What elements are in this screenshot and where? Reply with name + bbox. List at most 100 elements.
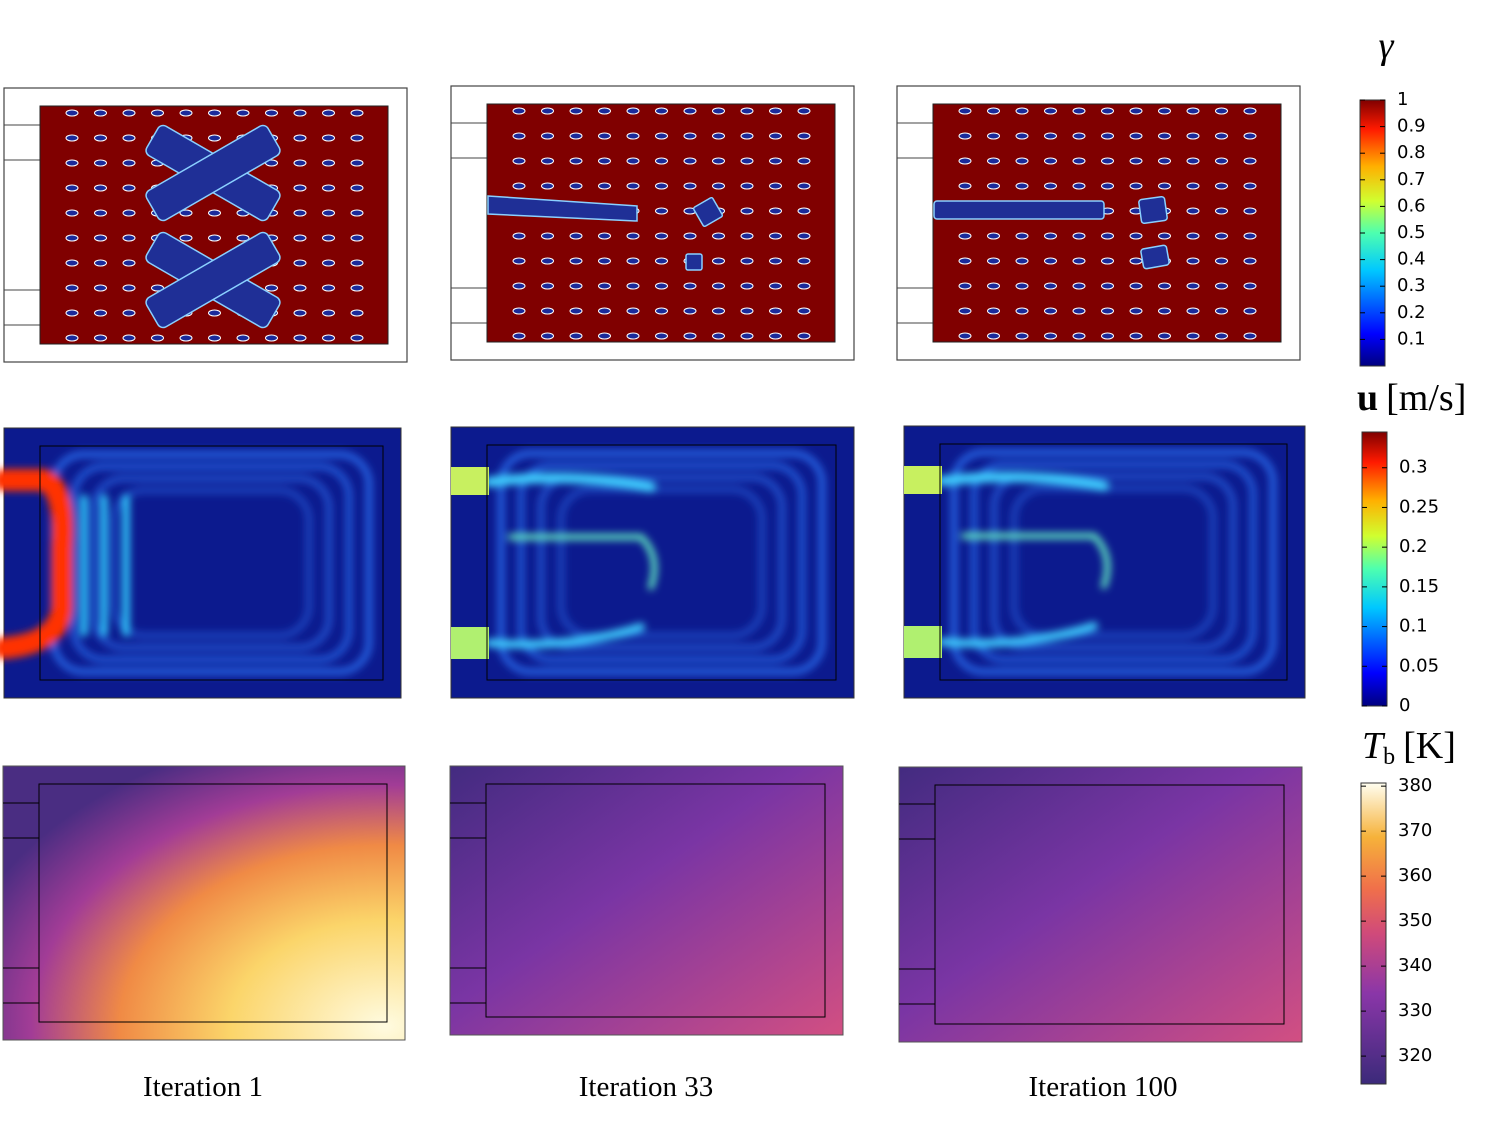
pin-fin xyxy=(1072,307,1086,315)
pin-fin xyxy=(987,307,1000,315)
pin-fin xyxy=(626,307,640,315)
pin-fin xyxy=(958,182,972,190)
pin-fin xyxy=(1186,257,1200,265)
colorbar-tick-label: 0.9 xyxy=(1397,116,1426,137)
pin-fin xyxy=(987,282,1000,290)
pin-fin xyxy=(655,182,668,190)
pin-fin xyxy=(1243,257,1257,265)
pin-fin xyxy=(683,307,697,315)
pin-fin xyxy=(236,109,250,117)
pin-fin xyxy=(1186,332,1200,340)
pin-fin xyxy=(94,209,107,217)
colorbar-tick-label: 1 xyxy=(1397,89,1408,110)
colorbar-title: Tb [K] xyxy=(1362,725,1456,770)
temperature-field xyxy=(898,766,1303,1043)
colorbar: 0.3 0.25 0.2 0.15 0.1 0.05 0 u [m/s] xyxy=(1357,377,1466,716)
solid-region xyxy=(486,103,836,343)
pin-fin xyxy=(987,332,1000,340)
pin-fin xyxy=(293,109,307,117)
pin-fin xyxy=(712,157,725,165)
pin-fin xyxy=(512,232,526,240)
pin-fin xyxy=(569,107,583,115)
pin-fin xyxy=(350,209,364,217)
pin-fin xyxy=(958,132,972,140)
pin-fin xyxy=(94,159,107,167)
pin-fin xyxy=(1243,332,1257,340)
pin-fin xyxy=(151,109,164,117)
pin-fin xyxy=(712,232,725,240)
pin-fin xyxy=(1101,257,1114,265)
pin-fin xyxy=(541,307,554,315)
pin-fin xyxy=(1186,232,1200,240)
pin-fin xyxy=(1015,307,1029,315)
pin-fin xyxy=(1015,157,1029,165)
pin-fin xyxy=(958,107,972,115)
pin-fin xyxy=(1158,282,1171,290)
pin-fin xyxy=(769,282,782,290)
pin-fin xyxy=(569,132,583,140)
pin-fin xyxy=(1186,207,1200,215)
pin-fin xyxy=(1101,307,1114,315)
pin-fin xyxy=(293,234,307,242)
flow-streak xyxy=(961,533,1111,589)
pin-fin xyxy=(1072,107,1086,115)
velocity-panel xyxy=(450,426,855,699)
pin-fin xyxy=(740,282,754,290)
pin-fin xyxy=(1101,157,1114,165)
pin-fin xyxy=(1015,257,1029,265)
inlet-flow xyxy=(451,627,489,659)
pin-fin xyxy=(94,234,107,242)
pin-fin xyxy=(541,257,554,265)
pin-fin xyxy=(797,107,811,115)
pin-fin xyxy=(322,159,335,167)
pin-fin xyxy=(683,107,697,115)
pin-fin xyxy=(208,234,221,242)
pin-fin xyxy=(987,182,1000,190)
fluid-channel xyxy=(145,231,281,329)
flow-streak xyxy=(537,473,786,652)
pin-fin xyxy=(65,309,79,317)
inlet-flow xyxy=(904,466,942,494)
colorbar-title: u [m/s] xyxy=(1357,377,1466,419)
pin-fin xyxy=(541,132,554,140)
colorbar-tick-label: 0.5 xyxy=(1397,222,1426,243)
flow-streak xyxy=(1010,484,1217,640)
pin-fin xyxy=(122,234,136,242)
pin-fin xyxy=(208,109,221,117)
temperature-panel xyxy=(898,766,1303,1043)
pin-fin xyxy=(1186,182,1200,190)
domain-outline xyxy=(39,445,384,681)
domain-outline xyxy=(485,783,826,1018)
pin-fin xyxy=(1044,182,1057,190)
column-labels: Iteration 1 Iteration 33 Iteration 100 xyxy=(143,1071,1177,1103)
pin-fin xyxy=(769,157,782,165)
pin-fin xyxy=(322,309,335,317)
flow-streak xyxy=(517,461,806,664)
flow-streak xyxy=(990,472,1237,652)
colorbar-tick-label: 0.4 xyxy=(1397,249,1426,270)
pin-fin xyxy=(541,282,554,290)
colorbar-tick-label: 0.2 xyxy=(1397,302,1426,323)
pin-fin xyxy=(293,309,307,317)
pin-fin xyxy=(797,307,811,315)
pin-fin xyxy=(740,257,754,265)
pin-fin xyxy=(569,232,583,240)
pin-fin xyxy=(712,282,725,290)
pin-fin xyxy=(1243,157,1257,165)
pin-fin xyxy=(655,232,668,240)
pin-fin xyxy=(655,132,668,140)
pin-fin xyxy=(626,132,640,140)
colorbar-tick-label: 0.1 xyxy=(1397,328,1426,349)
pin-fin xyxy=(740,182,754,190)
pin-fin xyxy=(1044,107,1057,115)
flow-streak xyxy=(110,486,313,640)
pin-fin xyxy=(122,309,136,317)
colorbar-tick-label: 350 xyxy=(1398,910,1432,931)
pin-fin xyxy=(1129,232,1143,240)
pin-fin xyxy=(293,134,307,142)
pin-fin xyxy=(569,282,583,290)
column-label: Iteration 1 xyxy=(143,1071,263,1103)
domain-outline xyxy=(939,443,1288,681)
pin-fin xyxy=(1129,332,1143,340)
pin-fin xyxy=(797,282,811,290)
